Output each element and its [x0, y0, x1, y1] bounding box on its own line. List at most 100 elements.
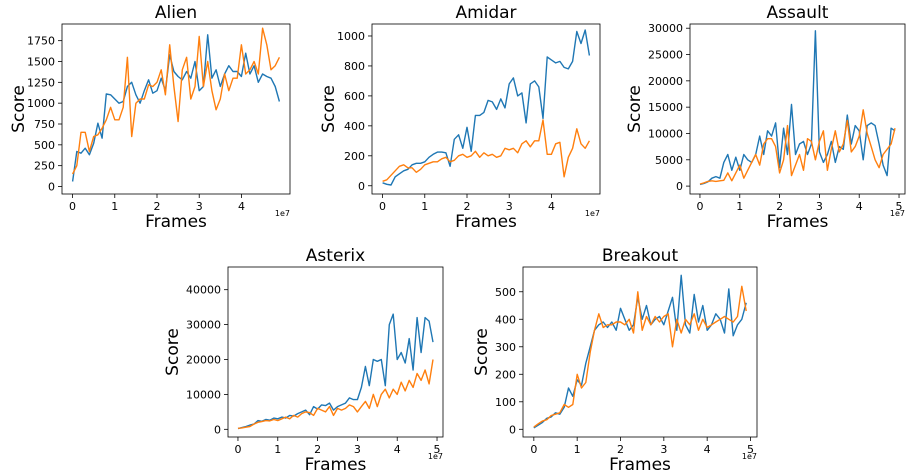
series-2-line [71, 27, 281, 175]
x-tick-label: 3 [354, 443, 361, 456]
chart-title: Alien [155, 3, 197, 23]
series-2-line [699, 109, 896, 185]
x-tick-label: 5 [896, 200, 903, 213]
x-tick-label: 2 [464, 200, 471, 213]
y-tick-label: 400 [344, 120, 365, 133]
x-tick-label: 1 [111, 200, 118, 213]
y-tick-label: 0 [358, 180, 365, 193]
x-multiplier-label: 1e7 [428, 452, 443, 461]
chart-alien: 0 1 2 3 4 0 250 500 750 1000 1250 1500 1750 Alien Fram… [9, 3, 291, 232]
y-tick-label: 5000 [655, 154, 683, 167]
x-tick-label: 5 [747, 443, 754, 456]
x-tick-label: 5 [434, 443, 441, 456]
chart-title: Assault [767, 3, 829, 23]
y-axis-label: Score [472, 328, 492, 376]
y-tick-label: 1250 [27, 76, 55, 89]
y-tick-label: 10000 [648, 127, 683, 140]
y-axis-label: Score [319, 85, 339, 133]
series-1-line [382, 29, 591, 186]
y-tick-label: 400 [495, 313, 516, 326]
x-axis-label: Frames [767, 212, 829, 232]
series-1-line [71, 34, 281, 182]
y-tick-label: 1000 [27, 97, 55, 110]
y-tick-label: 800 [344, 60, 365, 73]
x-tick-label: 3 [660, 443, 667, 456]
y-tick-label: 25000 [648, 49, 683, 62]
plot-frame [227, 266, 444, 438]
x-multiplier-label: 1e7 [275, 209, 290, 218]
y-tick-label: 20000 [648, 75, 683, 88]
y-tick-label: 0 [676, 180, 683, 193]
x-tick-label: 1 [574, 443, 581, 456]
x-tick-label: 0 [69, 200, 76, 213]
chart-title: Amidar [455, 3, 516, 23]
y-tick-label: 250 [34, 160, 55, 173]
series-2-line [533, 285, 747, 428]
x-axis-label: Frames [455, 212, 517, 232]
chart-asterix: 0 1 2 3 4 5 0 10000 20000 30000 40000 Asterix Frames… [163, 246, 444, 475]
x-axis-label: Frames [305, 455, 367, 475]
chart-assault: 0 1 2 3 4 5 0 5000 10000 15000 20000 25000 30000 Assa… [625, 3, 906, 232]
x-tick-label: 0 [530, 443, 537, 456]
y-tick-label: 0 [214, 423, 221, 436]
x-tick-label: 0 [696, 200, 703, 213]
x-tick-label: 4 [548, 200, 555, 213]
y-tick-label: 0 [48, 181, 55, 194]
plot-frame [689, 23, 906, 195]
plot-frame [61, 23, 291, 195]
chart-amidar: 0 1 2 3 4 0 200 400 600 800 1000 Amidar Frames 1e7 Sco… [319, 3, 601, 232]
y-tick-label: 600 [344, 90, 365, 103]
x-tick-label: 3 [506, 200, 513, 213]
chart-breakout: 0 1 2 3 4 5 0 100 200 300 400 500 Breakout Frames 1e7 S… [472, 246, 758, 475]
chart-title: Asterix [306, 246, 365, 266]
series-2-line [382, 119, 591, 182]
y-tick-label: 100 [495, 396, 516, 409]
y-axis-label: Score [163, 328, 183, 376]
x-tick-label: 4 [704, 443, 711, 456]
x-tick-label: 2 [314, 443, 321, 456]
y-tick-label: 30000 [186, 319, 221, 332]
x-tick-label: 0 [379, 200, 386, 213]
x-multiplier-label: 1e7 [742, 452, 757, 461]
x-tick-label: 2 [154, 200, 161, 213]
y-tick-label: 1750 [27, 35, 55, 48]
y-tick-label: 40000 [186, 284, 221, 297]
x-axis-label: Frames [609, 455, 671, 475]
y-tick-label: 10000 [186, 388, 221, 401]
y-tick-label: 1500 [27, 56, 55, 69]
series-2-line [237, 359, 434, 429]
x-multiplier-label: 1e7 [585, 209, 600, 218]
x-axis-label: Frames [145, 212, 207, 232]
y-tick-label: 1000 [337, 30, 365, 43]
y-tick-label: 0 [509, 423, 516, 436]
series-1-line [699, 30, 896, 186]
plot-frame [371, 23, 601, 195]
y-axis-label: Score [9, 85, 29, 133]
x-tick-label: 1 [421, 200, 428, 213]
series-1-line [237, 313, 434, 430]
y-tick-label: 200 [344, 150, 365, 163]
x-tick-label: 4 [394, 443, 401, 456]
y-tick-label: 300 [495, 341, 516, 354]
y-tick-label: 750 [34, 118, 55, 131]
x-tick-label: 4 [856, 200, 863, 213]
y-tick-label: 500 [495, 286, 516, 299]
y-tick-label: 20000 [186, 354, 221, 367]
x-tick-label: 3 [816, 200, 823, 213]
x-tick-label: 0 [234, 443, 241, 456]
x-multiplier-label: 1e7 [890, 209, 905, 218]
x-tick-label: 1 [274, 443, 281, 456]
x-tick-label: 1 [736, 200, 743, 213]
x-tick-label: 2 [776, 200, 783, 213]
x-tick-label: 3 [196, 200, 203, 213]
plot-frame [522, 266, 758, 438]
y-tick-label: 500 [34, 139, 55, 152]
x-tick-label: 4 [238, 200, 245, 213]
chart-title: Breakout [602, 246, 679, 266]
y-tick-label: 15000 [648, 101, 683, 114]
y-axis-label: Score [625, 85, 645, 133]
x-tick-label: 2 [617, 443, 624, 456]
y-tick-label: 200 [495, 368, 516, 381]
y-tick-label: 30000 [648, 22, 683, 35]
